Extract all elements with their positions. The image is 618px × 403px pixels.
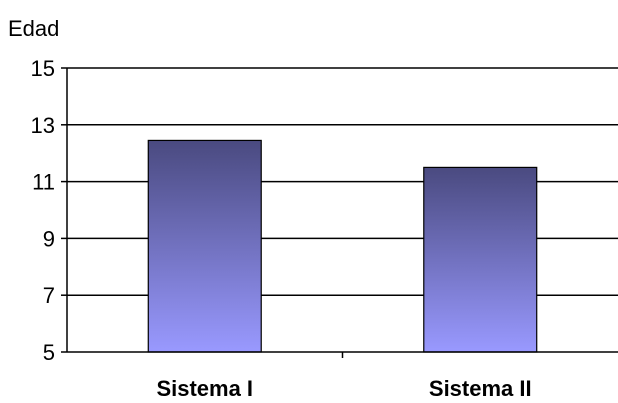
x-category-label: Sistema II [429,376,532,401]
y-tick-label: 9 [43,226,55,251]
axes [61,67,618,358]
x-category-label: Sistema I [156,376,253,401]
y-tick-labels: 5 7 9 11 13 15 [31,56,55,365]
bar-2 [423,166,538,353]
x-category-labels: Sistema I Sistema II [156,376,531,401]
bars [147,139,538,353]
y-tick-label: 15 [31,56,55,81]
y-tick-label: 13 [31,113,55,138]
y-axis-title: Edad [8,16,59,41]
y-tick-label: 7 [43,283,55,308]
y-tick-label: 5 [43,340,55,365]
y-tick-label: 11 [32,170,55,195]
bar-1 [147,139,262,353]
